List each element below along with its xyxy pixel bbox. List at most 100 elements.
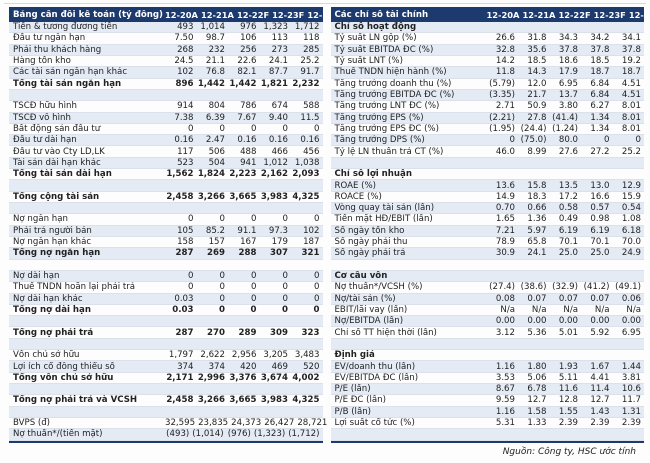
cell-value: 0.00 [527,316,547,327]
table-row: Nợ dài hạn khác 0.03 0 0 0 0 [9,293,323,305]
cell-value: N/a [594,304,610,315]
row-label: Nợ thuần*/(tiền mặt) [13,429,103,440]
cell-value: 11.8 [495,67,515,78]
cell-value: 2,458 [166,191,194,202]
cell-value: 493 [177,22,194,33]
cell-value: 3,983 [260,395,288,406]
column-header: 12-20A [165,9,198,20]
row-label: Chỉ số hoạt động [334,22,417,33]
separator-row [9,316,323,328]
cell-value: 102 [303,225,320,236]
cell-value: 2.39 [590,418,610,429]
table-title: Các chỉ số tài chính [334,9,429,20]
table-row: EBIT/lãi vay (lần) N/a N/a N/a N/a N/a [330,304,644,317]
column-header: 12-23F [272,9,305,20]
cell-value: 167 [240,237,257,248]
cell-value: 12.8 [558,395,578,406]
cell-value: 24,373 [231,418,262,429]
cell-value: 26.6 [495,33,515,44]
cell-value: 941 [240,157,257,168]
total-row: Tổng vốn chủ sở hữu 2,171 2,996 3,376 3,674 4… [9,373,323,384]
cell-value: 2.71 [495,101,515,112]
cell-value: 0.06 [621,293,641,304]
row-label: P/B (lần) [334,406,372,417]
cell-value: 34.2 [590,33,610,44]
cell-value: 0.08 [495,293,515,304]
cell-value: 1,442 [229,78,257,89]
row-label: Phải thu khách hàng [13,44,102,55]
cell-value: 976 [240,22,257,33]
cell-value: 0 [251,282,257,293]
cell-value: 1.55 [558,406,578,417]
table-row: ROAE (%) 13.6 15.8 13.5 13.0 12.9 [330,180,644,192]
cell-value: (1.24) [552,123,578,134]
cell-value: N/a [531,304,547,315]
cell-value: 469 [271,361,288,372]
cell-value: (49.1) [615,282,641,293]
cell-value: 27.2 [590,146,610,157]
cell-value: 0.70 [495,203,515,214]
table-row: TSCĐ hữu hình 914 804 786 674 588 [9,101,323,113]
cell-value: 273 [271,44,288,55]
row-label: Thuế TNDN hiện hành (%) [334,67,447,78]
table-row: Nợ ngắn hạn khác 158 157 167 179 187 [9,237,323,249]
cell-value: 3.81 [621,372,641,383]
cell-value: 117 [177,146,194,157]
table-row: Vốn chủ sở hữu 1,797 2,622 2,956 3,205 3,483 [9,350,323,362]
cell-value: 456 [303,146,320,157]
cell-value: 0 [314,293,320,304]
cell-value: 26,427 [264,418,295,429]
cell-value: 7.67 [237,112,257,123]
cell-value: 1,442 [197,78,225,89]
cell-value: 27.8 [527,112,547,123]
table-body: Tiền & tương đương tiền 493 1,014 976 1,323 1… [9,22,327,441]
cell-value: 4.41 [590,372,610,383]
row-label: Định giá [334,350,375,361]
row-label: EBIT/lãi vay (lần) [334,304,408,315]
cell-value: 1.16 [495,406,515,417]
cell-value: 17.2 [558,191,578,202]
table-row: Lợi ích cổ đông thiểu số 374 374 420 469 520 [9,361,323,373]
cell-value: 113 [271,33,288,44]
row-label: Tỷ suất EBITDA ĐC (%) [334,44,434,55]
cell-value: 2.39 [558,418,578,429]
cell-value: 3.53 [495,372,515,383]
cell-value: 1.08 [621,214,641,225]
table-row: Tiền & tương đương tiền 493 1,014 976 1,323 1… [9,22,323,34]
cell-value: 0.98 [590,214,610,225]
cell-value: 1.36 [527,214,547,225]
row-label: EV/doanh thu (lần) [334,361,416,372]
cell-value: (1.95) [489,123,515,134]
cell-value: 14.2 [495,56,515,67]
cell-value: 3,266 [197,191,225,202]
cell-value: 288 [238,248,257,259]
table-row: Tăng trưởng EPS (%) (2.21) 27.8 (41.4) 1.34 8… [330,112,644,124]
cell-value: 34.3 [558,33,578,44]
cell-value: 70.0 [621,237,641,248]
cell-value: 187 [303,237,320,248]
cell-value: 82.1 [237,67,257,78]
cell-value: 3,266 [197,395,225,406]
cell-value: 0 [282,293,288,304]
cell-value: 6.19 [558,225,578,236]
cell-value: 5.01 [558,327,578,338]
section-row: Chỉ số hoạt động [330,22,644,34]
table-row: Bất động sản đầu tư 0 0 0 0 0 [9,124,323,136]
cell-value: 25.2 [300,56,320,67]
cell-value: 1,323 [263,22,288,33]
separator-row [9,384,323,396]
row-label: Nợ/EBITDA (lần) [334,316,404,327]
table-row: Tăng trưởng doanh thu (%) (5.79) 12.0 6.95 6… [330,79,644,90]
table-header: Các chỉ số tài chính 12-20A 12-21A 12-22F 12… [330,7,650,22]
table-row: BVPS (đ) 32,595 23,835 24,373 26,427 28,721 [9,418,327,430]
separator-row [9,406,323,418]
table-row: P/E ĐC (lần) 9.59 12.7 12.8 12.7 11.7 [330,395,644,407]
table-row: Các tài sản ngắn hạn khác 102 76.8 82.1 87.7… [9,67,323,79]
row-label: Phải trả người bán [13,225,92,236]
cell-value: 896 [175,78,194,89]
table-row: Số ngày phải thu 78.9 65.8 70.1 70.1 70.0 [330,237,644,249]
cell-value: 15.8 [527,180,547,191]
row-label: TSCĐ hữu hình [13,101,77,112]
table-row: Tỷ suất LNT (%) 14.2 18.5 18.6 18.5 19.2 [330,56,644,68]
cell-value: 0 [604,135,610,146]
